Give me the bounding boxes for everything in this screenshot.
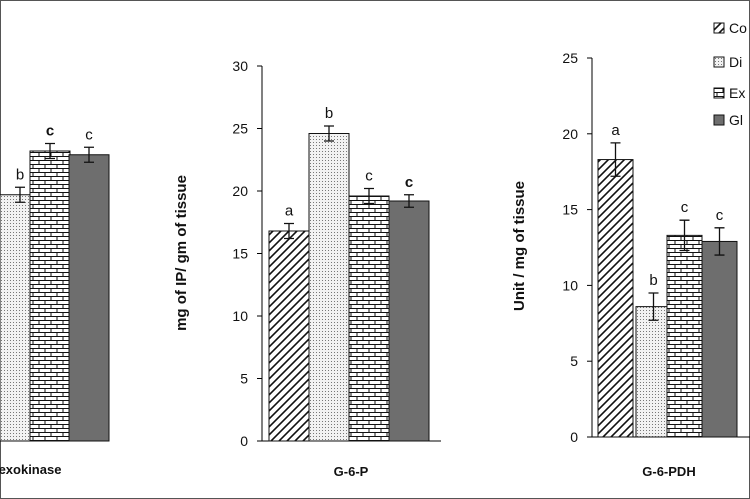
error-bar: [610, 142, 621, 177]
x-axis-label: G-6-PDH: [642, 464, 695, 479]
legend-swatch-3: [713, 87, 725, 99]
y-tick-label: 20: [232, 183, 248, 199]
bar-diabetic: [308, 133, 350, 442]
y-ticks: 0 5 10 15 20 25 30: [232, 58, 262, 449]
error-bar: [679, 219, 690, 252]
y-tick-label: 15: [562, 202, 578, 218]
y-tick-label: 0: [240, 433, 248, 449]
significance-letter: c: [716, 207, 724, 224]
y-tick-label: 25: [562, 50, 578, 66]
bars: a b c c: [268, 105, 430, 442]
bars: b c c: [0, 123, 110, 442]
y-ticks: 0 5 10 15 20 25: [562, 50, 592, 445]
significance-letter: c: [365, 168, 373, 185]
legend-label-1: Co: [729, 20, 747, 36]
x-axis-label: G-6-P: [334, 464, 369, 479]
y-axis-label: Unit / mg of tissue: [511, 181, 528, 311]
significance-letter: c: [681, 199, 689, 216]
legend: Co Di Ex Gl: [713, 20, 747, 128]
error-bar: [648, 292, 659, 321]
y-tick-label: 0: [570, 429, 578, 445]
error-bar: [15, 186, 25, 203]
legend-swatch-1: [713, 22, 725, 34]
significance-letter: c: [405, 174, 413, 191]
y-tick-label: 10: [232, 308, 248, 324]
bar-glibenclamide: [388, 200, 430, 442]
y-tick-label: 25: [232, 121, 248, 137]
error-bar: [714, 227, 725, 256]
error-bar: [324, 125, 334, 142]
bars: a b c c: [597, 122, 738, 438]
bar-extract: [348, 195, 390, 442]
significance-letter: c: [46, 123, 54, 140]
bar-extract: [29, 150, 71, 442]
y-tick-label: 30: [232, 58, 248, 74]
legend-label-4: Gl: [729, 112, 743, 128]
significance-letter: a: [611, 122, 620, 139]
x-axis-label: exokinase: [0, 462, 61, 477]
panel-g6pdh: 0 5 10 15 20 25 a b c c Unit / mg of tissue G-6-…: [511, 50, 750, 479]
bar-glibenclamide: [701, 240, 738, 438]
y-tick-label: 20: [562, 126, 578, 142]
legend-label-3: Ex: [729, 85, 745, 101]
panel-g6p: 0 5 10 15 20 25 30 a b c c mg of IP/ gm of tissue…: [173, 58, 441, 479]
y-axis-label: mg of IP/ gm of tissue: [173, 175, 190, 331]
legend-swatch-4: [713, 114, 725, 126]
error-bar: [364, 187, 374, 205]
error-bar: [45, 142, 55, 160]
error-bar: [84, 146, 94, 163]
significance-letter: c: [85, 126, 93, 143]
legend-swatch-2: [713, 56, 725, 68]
error-bar: [284, 222, 294, 240]
significance-letter: b: [16, 166, 24, 183]
error-bar: [404, 194, 414, 208]
significance-letter: b: [649, 272, 657, 289]
panel-hexokinase: b c c exokinase: [0, 123, 110, 477]
y-tick-label: 10: [562, 277, 578, 293]
significance-letter: a: [285, 203, 294, 220]
bar-control: [597, 159, 634, 438]
y-tick-label: 5: [240, 371, 248, 387]
bar-control: [268, 230, 310, 442]
legend-label-2: Di: [729, 54, 742, 70]
bar-diabetic: [635, 306, 672, 438]
bar-glibenclamide: [68, 154, 110, 442]
y-tick-label: 5: [570, 353, 578, 369]
y-tick-label: 15: [232, 246, 248, 262]
significance-letter: b: [325, 105, 333, 122]
bar-extract: [666, 234, 703, 438]
